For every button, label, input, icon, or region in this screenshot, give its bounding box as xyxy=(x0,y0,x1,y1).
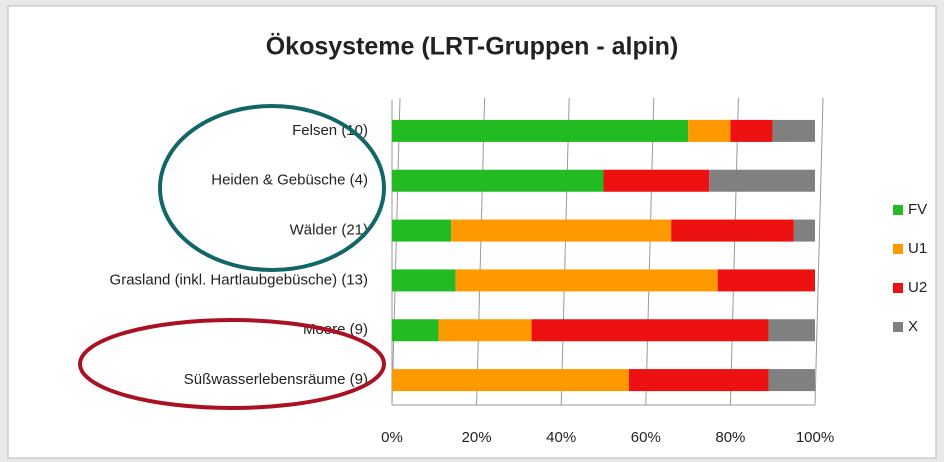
bar-segment xyxy=(392,269,456,292)
bar-segment xyxy=(688,119,731,142)
x-tick-label: 100% xyxy=(796,429,834,446)
grid-line xyxy=(391,97,401,406)
x-tick-label: 20% xyxy=(462,429,492,446)
x-tick-label: 0% xyxy=(381,429,403,446)
bar-segment xyxy=(793,219,815,242)
x-tick-label: 60% xyxy=(631,429,661,446)
legend-swatch xyxy=(893,205,903,215)
bar-segment xyxy=(628,369,769,392)
bar-segment xyxy=(392,369,629,392)
chart-title: Ökosysteme (LRT-Gruppen - alpin) xyxy=(266,32,679,61)
y-tick-label: Grasland (inkl. Hartlaubgebüsche) (13) xyxy=(110,271,368,288)
bar-segment xyxy=(392,119,689,142)
annotation-ellipse xyxy=(78,318,386,410)
grid-line xyxy=(560,97,570,406)
legend-label: U1 xyxy=(908,240,927,257)
bar-segment xyxy=(455,269,718,292)
grid-line xyxy=(476,97,486,406)
bar-segment xyxy=(451,219,672,242)
legend-swatch xyxy=(893,283,903,293)
bar-segment xyxy=(392,319,439,342)
bar-segment xyxy=(730,119,773,142)
bar-segment xyxy=(392,169,604,192)
legend-swatch xyxy=(893,244,903,254)
legend-label: FV xyxy=(908,201,927,218)
bar-segment xyxy=(709,169,815,192)
legend-label: X xyxy=(908,318,918,335)
plot: 0% 20% 40% 60% 80% 100%Felsen (10)Heiden & Ge… xyxy=(110,97,927,446)
bar-segment xyxy=(768,319,815,342)
bar-segment xyxy=(772,119,815,142)
grid-line xyxy=(729,97,739,406)
bar-segment xyxy=(603,169,710,192)
y-tick-label: Wälder (21) xyxy=(290,222,368,239)
grid-line xyxy=(814,97,824,406)
bar-segment xyxy=(717,269,815,292)
bar-segment xyxy=(392,219,452,242)
bar-segment xyxy=(671,219,794,242)
annotation-ellipse xyxy=(158,104,386,272)
grid-line xyxy=(645,97,655,406)
bar-segment xyxy=(531,319,769,342)
bar-segment xyxy=(768,369,815,392)
legend-label: U2 xyxy=(908,279,927,296)
x-tick-label: 40% xyxy=(546,429,576,446)
y-tick-label: Heiden & Gebüsche (4) xyxy=(211,172,368,189)
x-tick-label: 80% xyxy=(715,429,745,446)
y-tick-label: Süßwasserlebensräume (9) xyxy=(184,371,368,388)
bar-segment xyxy=(438,319,532,342)
legend-swatch xyxy=(893,322,903,332)
